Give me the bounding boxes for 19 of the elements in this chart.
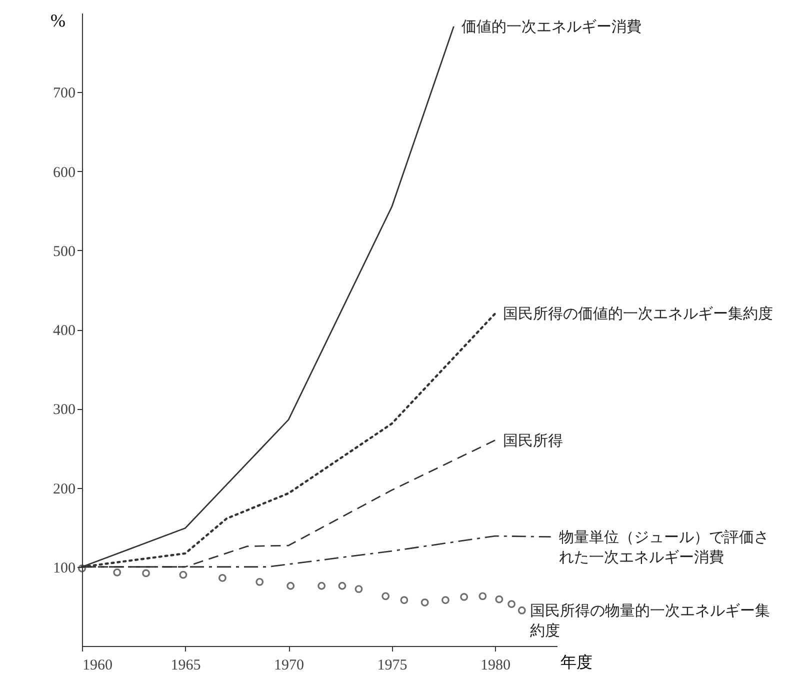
x-axis-title: 年度 — [560, 654, 592, 672]
series-label: 物量単位（ジュール）で評価された一次エネルギー消費 — [558, 528, 769, 566]
series-label: 国民所得 — [503, 432, 564, 450]
series-label: 価値的一次エネルギー消費 — [462, 18, 642, 36]
x-tick-label: 1970 — [274, 658, 304, 674]
x-tick-label: 1980 — [480, 658, 511, 674]
series-label: 国民所得の物量的一次エネルギー集約度 — [530, 602, 770, 640]
y-tick-label: 700 — [53, 86, 76, 102]
y-tick-label: 400 — [53, 323, 76, 339]
y-axis-title: % — [50, 10, 66, 30]
y-tick-label: 200 — [53, 481, 76, 498]
y-tick-label: 300 — [53, 402, 76, 418]
y-tick-label: 500 — [53, 244, 76, 260]
x-tick-label: 1975 — [377, 658, 408, 674]
series-label: 国民所得の価値的一次エネルギー集約度 — [503, 306, 774, 323]
x-tick-label: 1960 — [82, 658, 112, 674]
x-tick-label: 1965 — [170, 658, 201, 674]
y-tick-label: 600 — [53, 164, 76, 181]
y-tick-label: 100 — [53, 560, 76, 576]
